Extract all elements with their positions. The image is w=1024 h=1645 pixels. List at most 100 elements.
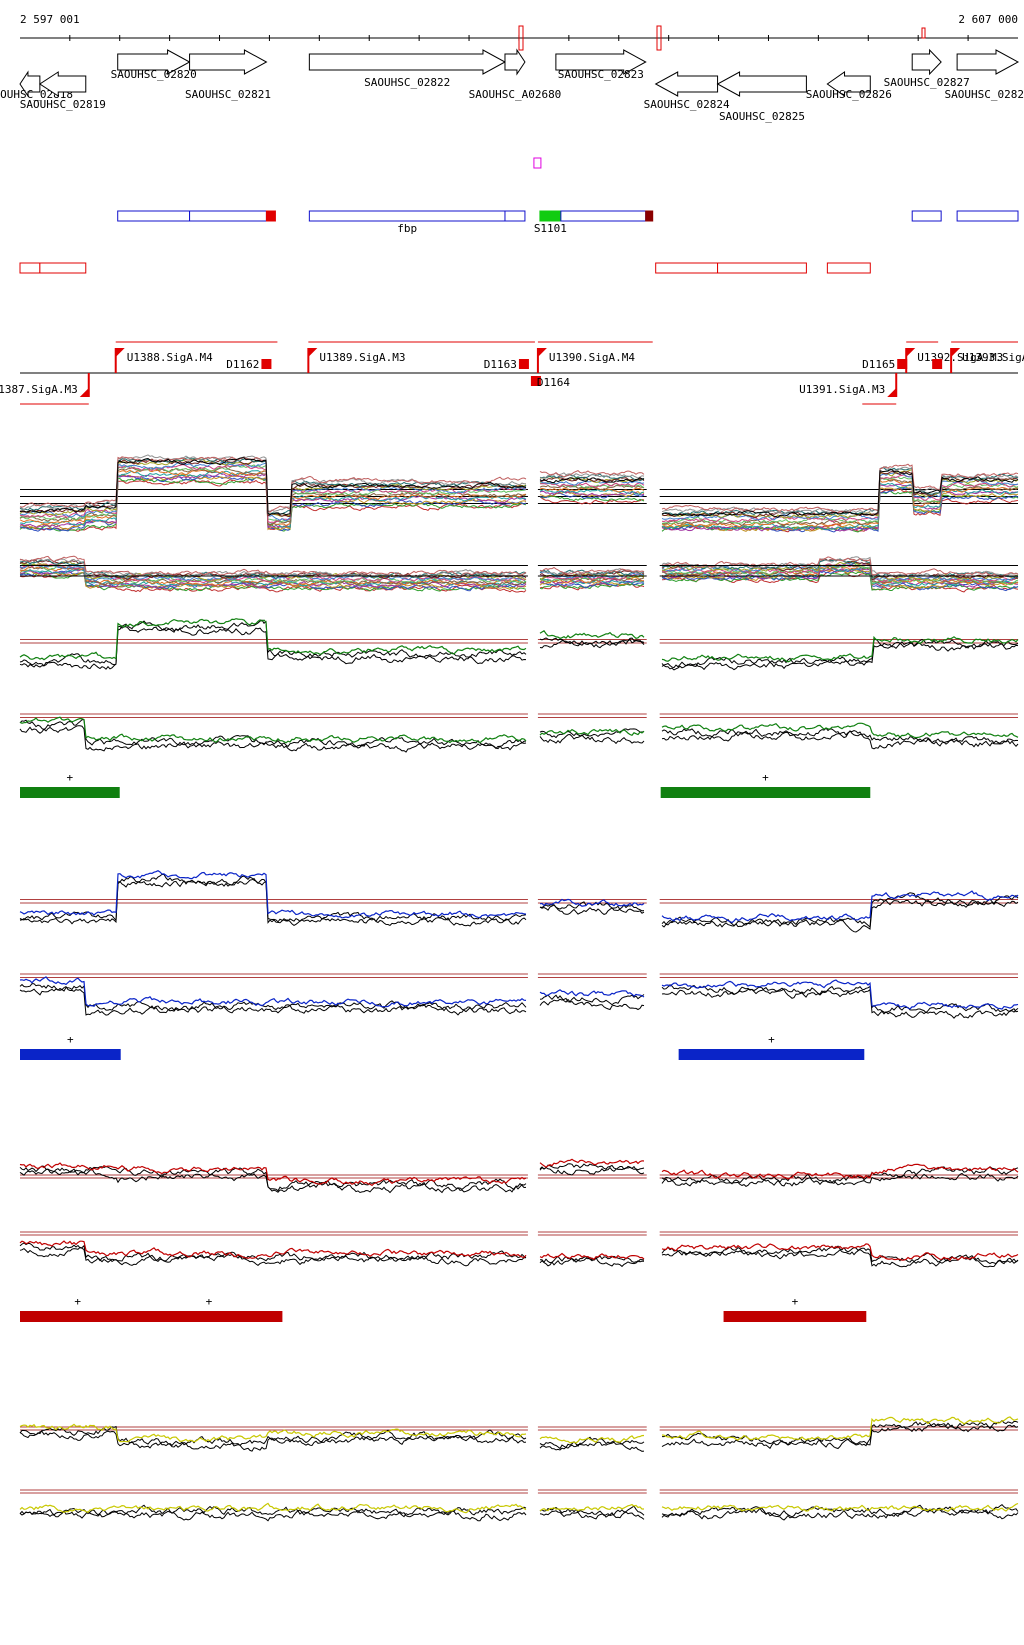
track-gap xyxy=(646,698,660,772)
expression-trace-reverse xyxy=(19,1506,1019,1522)
significance-mark: + xyxy=(206,1295,213,1308)
gene-label: SAOUHSC_02823 xyxy=(558,68,644,81)
gene-arrow-forward xyxy=(117,49,191,75)
downstream-label: D1165 xyxy=(862,358,895,371)
gene-label: SAOUHSC_02825 xyxy=(719,110,805,123)
axis-end-label: 2 607 000 xyxy=(958,13,1018,26)
expression-trace-reverse xyxy=(19,555,1018,577)
transcript-start-flag xyxy=(115,348,125,357)
gene-label: SAOUHSC_02824 xyxy=(644,98,730,111)
track-gap xyxy=(527,698,538,772)
transcript-label: U1388.SigA.M4 xyxy=(127,351,213,364)
downstream-marker xyxy=(518,359,529,369)
significance-bar xyxy=(678,1049,865,1060)
track-gap xyxy=(646,456,660,530)
gene-arrow-forward xyxy=(956,49,1020,75)
annotation-reverse xyxy=(826,262,871,274)
expression-trace-forward xyxy=(19,456,1019,514)
gene-label: SAOUHSC_02821 xyxy=(185,88,271,101)
track-gap xyxy=(646,1398,660,1462)
gene-arrow-forward xyxy=(189,49,268,75)
expression-trace-forward xyxy=(19,472,1019,532)
gene-track: SAOUHSC_02820 SAOUHSC_02821 SAOUHSC_02822 S… xyxy=(0,48,1024,123)
track-gap xyxy=(527,1146,538,1210)
coordinate-axis: 2 597 001 2 607 000 xyxy=(20,13,1018,51)
small-marker xyxy=(533,157,542,169)
track-gap xyxy=(646,866,660,940)
downstream-marker xyxy=(897,359,908,369)
expression-trace-reverse xyxy=(19,719,1019,750)
annotation-forward xyxy=(189,210,267,222)
expression-trace-reverse xyxy=(19,1246,1019,1268)
downstream-marker xyxy=(932,359,943,369)
axis-marker xyxy=(656,25,662,51)
track-gap xyxy=(527,958,538,1032)
gene-arrow-forward xyxy=(911,48,942,76)
annotation-forward xyxy=(308,210,506,222)
track-gap xyxy=(527,1398,538,1462)
gene-arrow-reverse xyxy=(38,71,87,97)
significance-mark: + xyxy=(67,1033,74,1046)
annotation-reverse xyxy=(655,262,719,274)
expression-trace-forward xyxy=(19,619,1019,669)
expression-trace-forward xyxy=(19,877,1019,933)
annotation-reverse xyxy=(39,262,87,274)
expression-trace-forward xyxy=(19,457,1019,518)
gene-label: SAOUHSC_02826 xyxy=(806,88,892,101)
annotation-forward xyxy=(956,210,1019,222)
expression-trace-reverse xyxy=(19,725,1019,753)
expression-trace-forward xyxy=(19,625,1019,671)
transcript-start-flag xyxy=(906,348,916,357)
expression-trace-forward xyxy=(19,618,1019,663)
transcript-label: U1391.SigA.M3 xyxy=(799,383,885,396)
track-gap xyxy=(527,1218,538,1282)
significance-mark: + xyxy=(792,1295,799,1308)
transcript-track: U1388.SigA.M4 U1389.SigA.M3 U1390.SigA.M4 U… xyxy=(0,341,1024,405)
downstream-marker xyxy=(261,359,272,369)
significance-mark: + xyxy=(768,1033,775,1046)
track-gap xyxy=(646,958,660,1032)
annotation-forward xyxy=(504,210,526,222)
significance-bar xyxy=(723,1311,867,1322)
significance-bar xyxy=(20,1311,283,1322)
track-gap xyxy=(646,1218,660,1282)
downstream-marker xyxy=(530,376,541,386)
annotation-forward xyxy=(117,210,191,222)
transcript-start-flag xyxy=(887,388,897,397)
gene-label: SAOUHSC_02828 xyxy=(945,88,1024,101)
annotation-forward xyxy=(539,210,562,222)
track-gap xyxy=(646,1146,660,1210)
expression-trace-forward xyxy=(19,873,1019,929)
annotation-reverse xyxy=(717,262,807,274)
gene-label: SAOUHSC_02822 xyxy=(364,76,450,89)
axis-start-label: 2 597 001 xyxy=(20,13,80,26)
significance-bar xyxy=(660,787,871,798)
transcript-label: U1387.SigA.M3 xyxy=(0,383,78,396)
expression-trace-reverse xyxy=(19,716,1019,744)
track-gap xyxy=(527,606,538,680)
gene-arrow-reverse xyxy=(716,71,807,97)
expression-tracks: + + + + + + + xyxy=(19,454,1019,1540)
track-gap xyxy=(527,553,538,627)
expression-trace-reverse xyxy=(19,983,1019,1014)
transcript-start-flag xyxy=(308,348,318,357)
annotation-forward xyxy=(911,210,942,222)
gene-arrow-forward xyxy=(504,48,526,76)
significance-mark: + xyxy=(67,771,74,784)
gene-label: SAOUHSC_02820 xyxy=(111,68,197,81)
significance-mark: + xyxy=(74,1295,81,1308)
axis-marker xyxy=(921,27,926,39)
annotation-label: fbp xyxy=(397,222,417,235)
gene-arrow-reverse xyxy=(826,71,871,97)
transcript-label: U1390.SigA.M4 xyxy=(549,351,635,364)
transcript-start-flag xyxy=(537,348,547,357)
expression-trace-forward xyxy=(19,1422,1019,1452)
expression-trace-forward xyxy=(19,1165,1019,1194)
expression-trace-reverse xyxy=(19,1502,1019,1514)
expression-trace-reverse xyxy=(19,976,1019,1010)
downstream-label: D1163 xyxy=(484,358,517,371)
significance-mark: + xyxy=(762,771,769,784)
annotation-forward xyxy=(560,210,647,222)
downstream-label: D1162 xyxy=(226,358,259,371)
